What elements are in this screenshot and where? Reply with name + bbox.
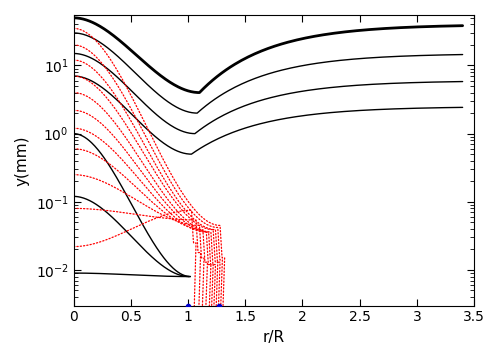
Y-axis label: y(mm): y(mm) xyxy=(15,135,30,185)
X-axis label: r/R: r/R xyxy=(263,330,285,345)
